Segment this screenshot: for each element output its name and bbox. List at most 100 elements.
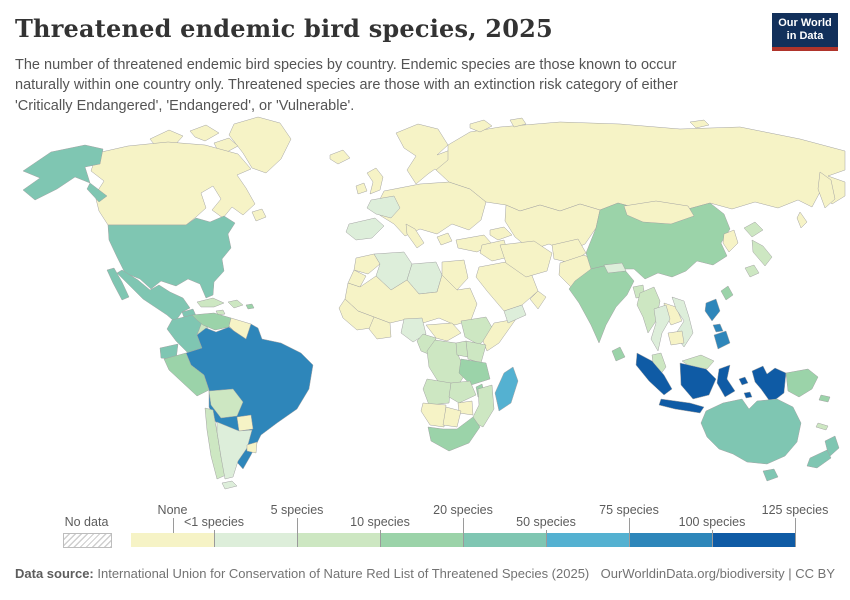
country-iran[interactable] (499, 240, 553, 278)
country-namibia[interactable] (420, 402, 447, 428)
country-usa[interactable] (107, 215, 236, 299)
country-nepal[interactable] (603, 262, 627, 274)
country-ireland[interactable] (355, 182, 368, 195)
country-greece[interactable] (436, 232, 453, 246)
country-russia-sakhalin[interactable] (796, 211, 808, 229)
country-canada[interactable] (251, 208, 267, 222)
country-italy[interactable] (405, 223, 425, 249)
country-sri-lanka[interactable] (611, 346, 626, 362)
data-source-label: Data source: (15, 566, 94, 581)
country-russia-arctic-isle[interactable] (509, 117, 527, 128)
legend-tick-line (712, 530, 713, 547)
country-japan[interactable] (743, 221, 764, 238)
country-peru[interactable] (163, 352, 210, 397)
country-cuba[interactable] (196, 297, 225, 308)
country-bolivia[interactable] (208, 388, 244, 419)
country-brazil[interactable] (185, 323, 314, 470)
country-tanzania[interactable] (458, 358, 491, 386)
country-mongolia[interactable] (623, 200, 695, 225)
country-car[interactable] (425, 322, 462, 342)
country-kenya[interactable] (465, 340, 487, 364)
country-indonesia-kalimantan[interactable] (679, 362, 717, 400)
country-new-zealand-south[interactable] (806, 449, 832, 469)
country-russia-kamchatka[interactable] (817, 171, 836, 209)
country-indonesia-java[interactable] (658, 398, 705, 414)
country-indonesia-sumatra[interactable] (635, 352, 673, 396)
legend-no-data-swatch[interactable] (63, 533, 112, 548)
country-south-africa[interactable] (427, 416, 481, 452)
country-papua-new-guinea[interactable] (785, 368, 819, 398)
region-west-africa[interactable] (338, 298, 375, 331)
country-new-caledonia[interactable] (815, 422, 829, 431)
legend-segment-<1–5[interactable] (214, 533, 297, 547)
country-myanmar[interactable] (636, 286, 661, 334)
legend-segment-None[interactable] (131, 533, 214, 547)
country-zambia[interactable] (448, 380, 477, 404)
country-indonesia-sulawesi[interactable] (716, 364, 736, 398)
legend-no-data-label: No data (64, 515, 109, 529)
country-botswana[interactable] (442, 406, 462, 428)
legend-segment-20–50[interactable] (463, 533, 546, 547)
legend-segment-100–125[interactable] (712, 533, 795, 547)
legend-segment-50–75[interactable] (546, 533, 629, 547)
country-france[interactable] (366, 195, 401, 219)
country-philippines[interactable] (704, 298, 721, 322)
country-solomon-islands[interactable] (818, 394, 831, 403)
legend-tick-label: 50 species (516, 515, 576, 529)
region-caucasus[interactable] (489, 226, 513, 241)
legend-segment-5–10[interactable] (297, 533, 380, 547)
country-jamaica[interactable] (215, 309, 226, 316)
country-venezuela[interactable] (191, 312, 232, 331)
country-alaska-usa[interactable] (86, 182, 108, 203)
country-mozambique[interactable] (470, 384, 495, 428)
country-cambodia[interactable] (667, 330, 685, 346)
country-uk[interactable] (366, 167, 384, 195)
country-uruguay[interactable] (246, 441, 258, 454)
country-japan[interactable] (751, 239, 773, 267)
legend-segment-10–20[interactable] (380, 533, 463, 547)
chart-footer: Data source: International Union for Con… (15, 566, 835, 581)
country-russia[interactable] (435, 121, 846, 212)
country-hispaniola[interactable] (227, 299, 244, 309)
country-korea[interactable] (722, 229, 739, 253)
country-thailand[interactable] (650, 304, 671, 352)
country-canada[interactable] (189, 124, 220, 142)
country-indonesia-moluccas[interactable] (743, 391, 753, 399)
country-iceland[interactable] (329, 149, 351, 165)
country-philippines[interactable] (713, 330, 731, 350)
country-mexico[interactable] (106, 267, 130, 301)
country-spain-portugal[interactable] (345, 217, 385, 241)
country-philippines[interactable] (712, 323, 724, 333)
data-source-line: Data source: International Union for Con… (15, 566, 589, 581)
legend-segment-75–100[interactable] (629, 533, 712, 547)
country-madagascar[interactable] (494, 366, 519, 412)
country-russia-svalbard[interactable] (469, 119, 493, 133)
country-zimbabwe[interactable] (457, 400, 474, 416)
legend-bar[interactable] (131, 533, 795, 547)
country-argentina[interactable] (221, 480, 238, 490)
country-oman[interactable] (529, 290, 547, 310)
country-russia-arctic-isle[interactable] (689, 119, 710, 129)
country-australia[interactable] (700, 398, 802, 465)
legend-tick-line (172, 518, 174, 533)
data-source-text: International Union for Conservation of … (97, 566, 590, 581)
country-australia-tasmania[interactable] (762, 468, 779, 482)
legend-tick-line (629, 518, 630, 547)
legend-tick-line (795, 518, 796, 547)
country-canada[interactable] (90, 141, 256, 226)
country-morocco[interactable] (353, 253, 381, 275)
country-paraguay[interactable] (236, 414, 254, 432)
country-indonesia-moluccas[interactable] (738, 376, 749, 386)
country-japan[interactable] (744, 264, 760, 278)
country-indonesia-papua[interactable] (751, 365, 787, 404)
country-egypt[interactable] (441, 259, 469, 291)
region-gulf-of-guinea[interactable] (368, 316, 392, 340)
country-argentina[interactable] (216, 421, 253, 480)
country-puerto-rico[interactable] (245, 303, 255, 310)
country-taiwan[interactable] (720, 285, 734, 301)
country-yemen[interactable] (503, 304, 527, 324)
country-angola[interactable] (422, 378, 452, 406)
owid-logo[interactable]: Our World in Data (772, 13, 838, 51)
license-link[interactable]: OurWorldinData.org/biodiversity | CC BY (600, 566, 835, 581)
